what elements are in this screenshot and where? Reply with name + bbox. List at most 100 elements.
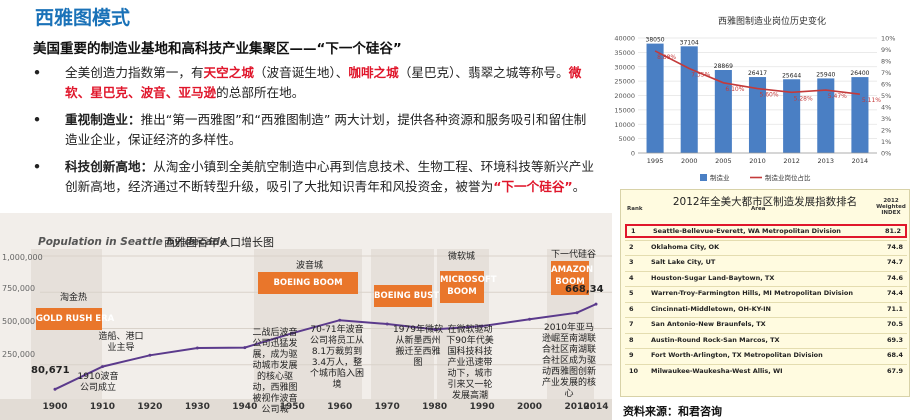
ranking-table: 2012年全美大都市区制造发展指数排名 Rank Area 2012 Weigh… (620, 189, 910, 397)
source-note: 资料来源：和君咨询 (623, 405, 722, 418)
b1-text-3: （星巴克）、翡翠之城等称号。 (398, 65, 569, 80)
employment-chart: 西雅图制造业岗位历史变化 40000 35000 30000 25000 20000 15… (600, 8, 917, 188)
population-value-1900: 80,671 (31, 365, 70, 376)
b1-highlight-3: 微软、星巴克、波音、亚马逊 (65, 65, 582, 100)
emp-bar-label: 25940 (816, 71, 835, 78)
emp-y2-tick: 4% (881, 104, 891, 112)
emp-x-tick: 2014 (852, 157, 869, 165)
era-boeing-bust: BOEING BUST (374, 285, 439, 307)
ranking-head-index: 2012 Weighted INDEX (876, 198, 906, 216)
ranking-divider (625, 270, 907, 272)
x-tick: 2014 (583, 402, 609, 412)
emp-bar-label: 28869 (714, 63, 733, 70)
ranking-cell-rank: 5 (629, 289, 634, 297)
ranking-row: 8 Austin-Round Rock-San Marcos, TX 69.3 (625, 335, 907, 346)
annotation-wwii-boeing: 二战后波音公司迅猛发展，成为驱动城市发展的核心驱动，西雅图被视作波音公司城 (252, 328, 298, 415)
era-label-gold: 淘金热 (60, 293, 88, 303)
ranking-cell-area: Oklahoma City, OK (651, 242, 720, 251)
emp-x-tick: 2010 (749, 157, 766, 165)
ranking-cell-area: Milwaukee-Waukesha-West Allis, WI (651, 366, 783, 375)
x-tick: 1910 (89, 402, 115, 412)
ranking-cell-area: Warren-Troy-Farmington Hills, MI Metropo… (651, 289, 854, 297)
x-tick: 1920 (137, 402, 163, 412)
x-tick: 1980 (422, 402, 448, 412)
x-tick: 1950 (279, 402, 305, 412)
ranking-cell-index: 74.4 (886, 289, 903, 297)
emp-y-tick: 40000 (614, 35, 635, 43)
emp-x-tick: 2005 (715, 157, 732, 165)
x-tick: 2010 (564, 402, 590, 412)
population-value-2014: 668,34 (565, 284, 604, 295)
population-point (433, 327, 437, 331)
slide-subtitle: 美国重要的制造业基地和高科技产业集聚区——“下一个硅谷” (33, 41, 402, 57)
x-tick: 1930 (184, 402, 210, 412)
b1-highlight-1: 天空之城 (203, 65, 254, 80)
emp-line-label: 5.60% (760, 92, 779, 99)
emp-y2-tick: 5% (881, 92, 891, 100)
ranking-cell-rank: 1 (631, 227, 636, 235)
ranking-cell-area: San Antonio-New Braunfels, TX (651, 320, 766, 328)
ranking-cell-index: 71.1 (886, 304, 903, 313)
emp-bar (714, 70, 732, 153)
ranking-divider (625, 286, 907, 287)
population-point (148, 353, 152, 357)
emp-x-tick: 2012 (783, 157, 800, 165)
x-tick: 1900 (42, 402, 68, 412)
ranking-cell-index: 69.3 (886, 335, 903, 344)
annotation-microsoft-move: 1979年微软从新墨西州搬迁至西雅图 (393, 325, 443, 368)
bullet-dot: • (33, 159, 42, 174)
emp-y2-tick: 9% (881, 46, 891, 54)
bullet-2: • 重视制造业：推出“第一西雅图”和“西雅图制造” 两大计划，提供各种资源和服务… (33, 110, 598, 150)
x-tick: 1970 (374, 402, 400, 412)
emp-line-label: 5.11% (862, 97, 881, 104)
x-axis-band (0, 399, 612, 420)
emp-y2-tick: 1% (881, 138, 891, 146)
emp-bar (748, 77, 767, 153)
b2-label: 重视制造业： (65, 112, 141, 127)
y-tick: 250,000 (2, 350, 36, 359)
b3-label: 科技创新高地： (65, 159, 154, 174)
era-label-silicon: 下一代硅谷 (551, 250, 597, 260)
b1-highlight-2: 咖啡之城 (348, 65, 399, 80)
population-point (290, 331, 294, 335)
emp-line-label: 7.35% (691, 71, 710, 78)
ranking-divider (625, 332, 907, 334)
population-chart: Population in Seattle by decade 西雅图百年人口增… (0, 213, 612, 420)
population-point (480, 324, 484, 328)
annotation-90s-tech: 在微软驱动下90年代美国科技科技产业迅速带动下，城市引来又一轮发展高潮 (446, 325, 494, 401)
ranking-cell-index: 67.9 (886, 366, 903, 375)
ranking-cell-area: Austin-Round Rock-San Marcos, TX (651, 335, 780, 344)
b3-highlight: “下一个硅谷” (493, 179, 573, 194)
emp-legend-line-label: 制造业岗位占比 (765, 173, 811, 182)
bullet-dot: • (33, 112, 42, 127)
population-point (594, 302, 598, 306)
emp-bar-label: 37104 (680, 39, 699, 46)
era-label-boeing: 波音城 (296, 261, 324, 271)
annotation-shipbuilding: 造船、港口业主导 (98, 332, 144, 353)
ranking-row: 4 Houston-Sugar Land-Baytown, TX 74.6 (625, 273, 907, 284)
ranking-cell-index: 68.4 (886, 351, 903, 359)
x-tick: 1940 (232, 402, 258, 412)
y-tick: 750,000 (2, 284, 36, 293)
ranking-cell-area: Fort Worth-Arlington, TX Metropolitan Di… (651, 351, 823, 359)
emp-bar (851, 77, 869, 153)
ranking-divider (625, 317, 907, 318)
emp-bar (783, 79, 801, 153)
b1-text-1: 全美创造力指数第一，有 (65, 65, 204, 80)
ranking-row: 7 San Antonio-New Braunfels, TX 70.5 (625, 319, 907, 330)
emp-y2-tick: 3% (881, 115, 891, 123)
emp-y2-tick: 0% (881, 150, 891, 158)
emp-y-tick: 10000 (614, 121, 635, 129)
ranking-cell-area: Cincinnati-Middletown, OH-KY-IN (651, 304, 771, 313)
employment-chart-svg: 4000035000300002500020000150001000050000… (614, 35, 895, 183)
ranking-divider (625, 301, 907, 303)
ranking-cell-index: 74.7 (886, 258, 903, 266)
emp-y-tick: 20000 (614, 92, 635, 100)
ranking-row: 1 Seattle-Bellevue-Everett, WA Metropolit… (625, 224, 907, 238)
ranking-divider (625, 363, 907, 365)
x-tick: 2000 (517, 402, 543, 412)
population-chart-title-zh: 西雅图百年人口增长图 (164, 236, 274, 249)
population-point (100, 365, 104, 369)
ranking-row: 10 Milwaukee-Waukesha-West Allis, WI 67.9 (625, 366, 907, 377)
emp-line-label: 5.28% (794, 95, 813, 102)
